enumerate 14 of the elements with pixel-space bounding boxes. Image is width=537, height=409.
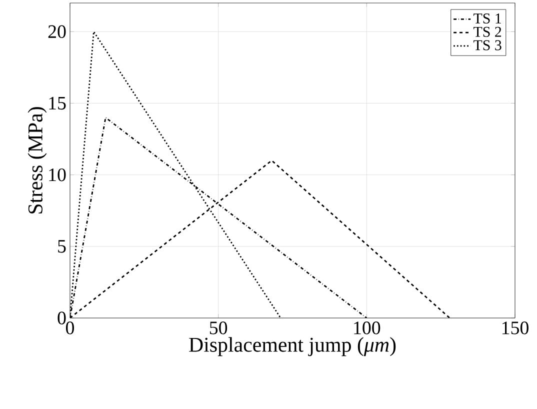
x-tick-label: 100 xyxy=(354,322,380,334)
legend-label: TS 3 xyxy=(474,40,502,50)
y-tick-label: 5 xyxy=(58,240,66,253)
x-tick-label: 50 xyxy=(210,322,228,334)
x-tick-label: 0 xyxy=(66,322,74,334)
x-axis-title: Displacement jump (μm) xyxy=(189,337,396,356)
y-tick-label: 0 xyxy=(58,312,66,324)
y-tick-label: 20 xyxy=(48,25,66,38)
x-tick-label: 150 xyxy=(502,322,528,334)
y-axis-title: Stress (MPa) xyxy=(28,107,47,214)
y-tick-label: 15 xyxy=(49,96,66,110)
legend-label: TS 1 xyxy=(474,13,501,24)
y-tick-label: 10 xyxy=(49,168,66,182)
legend-label: TS 2 xyxy=(474,26,502,37)
